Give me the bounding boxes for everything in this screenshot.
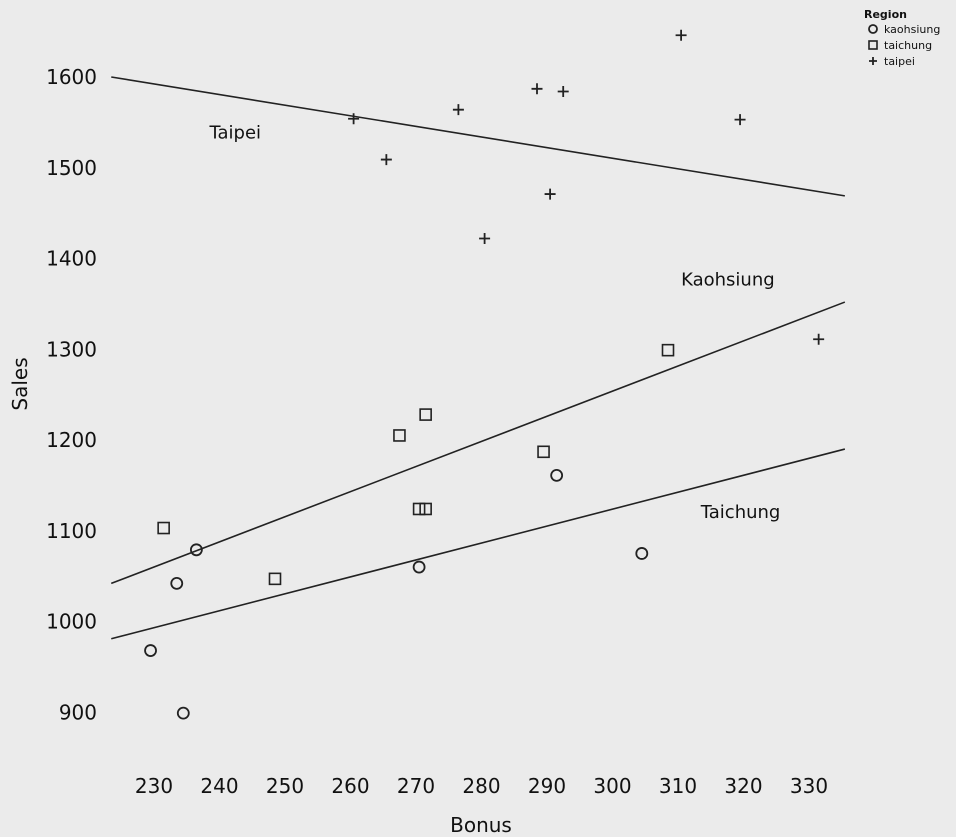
data-point-taipei <box>479 233 491 245</box>
data-point-kaohsiung <box>635 547 649 560</box>
data-points <box>144 29 825 720</box>
y-tick-label: 900 <box>59 700 97 724</box>
data-point-kaohsiung <box>189 543 203 557</box>
data-point-taipei <box>557 86 569 98</box>
legend-label-taipei: taipei <box>884 55 915 68</box>
legend-marker-taipei <box>869 57 877 65</box>
data-point-taipei <box>452 104 464 116</box>
x-axis-ticks: 230 240 250 260 270 280 290 300 310 320 330 <box>135 774 828 798</box>
data-point-taichung <box>419 408 432 421</box>
y-axis-ticks: 900 1000 1100 1200 1300 1400 1500 1600 <box>46 65 97 724</box>
data-point-taichung <box>537 445 550 459</box>
data-point-taichung <box>412 502 426 516</box>
data-point-taichung <box>268 572 282 586</box>
x-tick-label: 310 <box>659 774 697 798</box>
data-point-taipei <box>813 333 825 345</box>
x-tick-label: 300 <box>593 774 631 798</box>
data-point-taichung <box>393 429 406 442</box>
legend-label-taichung: taichung <box>884 39 932 52</box>
data-point-taichung <box>157 521 170 535</box>
y-tick-label: 1600 <box>46 65 97 89</box>
y-axis-title: Sales <box>8 357 32 410</box>
x-tick-label: 260 <box>331 774 369 798</box>
y-tick-label: 1500 <box>46 156 97 180</box>
x-tick-label: 240 <box>200 774 238 798</box>
fit-line-taipei <box>111 76 845 197</box>
x-tick-label: 250 <box>266 774 304 798</box>
x-tick-label: 230 <box>135 774 173 798</box>
y-tick-label: 1100 <box>46 519 97 543</box>
legend-marker-taichung <box>868 40 878 50</box>
data-point-taipei <box>531 83 543 95</box>
data-point-kaohsiung <box>412 560 426 574</box>
data-point-taichung <box>419 502 432 516</box>
data-point-kaohsiung <box>550 468 564 482</box>
regression-lines: Taipei Kaohsiung Taichung <box>110 76 846 640</box>
y-tick-label: 1200 <box>46 428 97 452</box>
x-tick-label: 320 <box>724 774 762 798</box>
data-point-taipei <box>380 154 392 166</box>
fit-line-label-taichung: Taichung <box>700 502 781 523</box>
x-axis-title: Bonus <box>450 813 512 837</box>
x-tick-label: 330 <box>790 774 828 798</box>
legend: Region kaohsiung taichung taipei <box>864 8 940 68</box>
y-tick-label: 1300 <box>46 337 97 361</box>
data-point-taipei <box>544 188 556 200</box>
data-point-taipei <box>675 29 687 41</box>
fit-line-taichung <box>111 448 846 640</box>
x-tick-label: 280 <box>462 774 500 798</box>
legend-label-kaohsiung: kaohsiung <box>884 23 940 36</box>
fit-line-kaohsiung <box>110 301 846 585</box>
data-point-taichung <box>661 343 675 357</box>
data-point-kaohsiung <box>170 576 184 590</box>
legend-title: Region <box>864 8 907 21</box>
data-point-kaohsiung <box>144 644 157 657</box>
legend-marker-kaohsiung <box>868 24 878 34</box>
data-point-kaohsiung <box>176 706 190 720</box>
x-tick-label: 290 <box>528 774 566 798</box>
data-point-taipei <box>734 114 746 126</box>
fit-line-label-taipei: Taipei <box>209 123 262 144</box>
data-point-taipei <box>348 113 360 125</box>
fit-line-label-kaohsiung: Kaohsiung <box>681 270 775 291</box>
y-tick-label: 1000 <box>46 610 97 634</box>
x-tick-label: 270 <box>397 774 435 798</box>
y-tick-label: 1400 <box>46 247 97 271</box>
